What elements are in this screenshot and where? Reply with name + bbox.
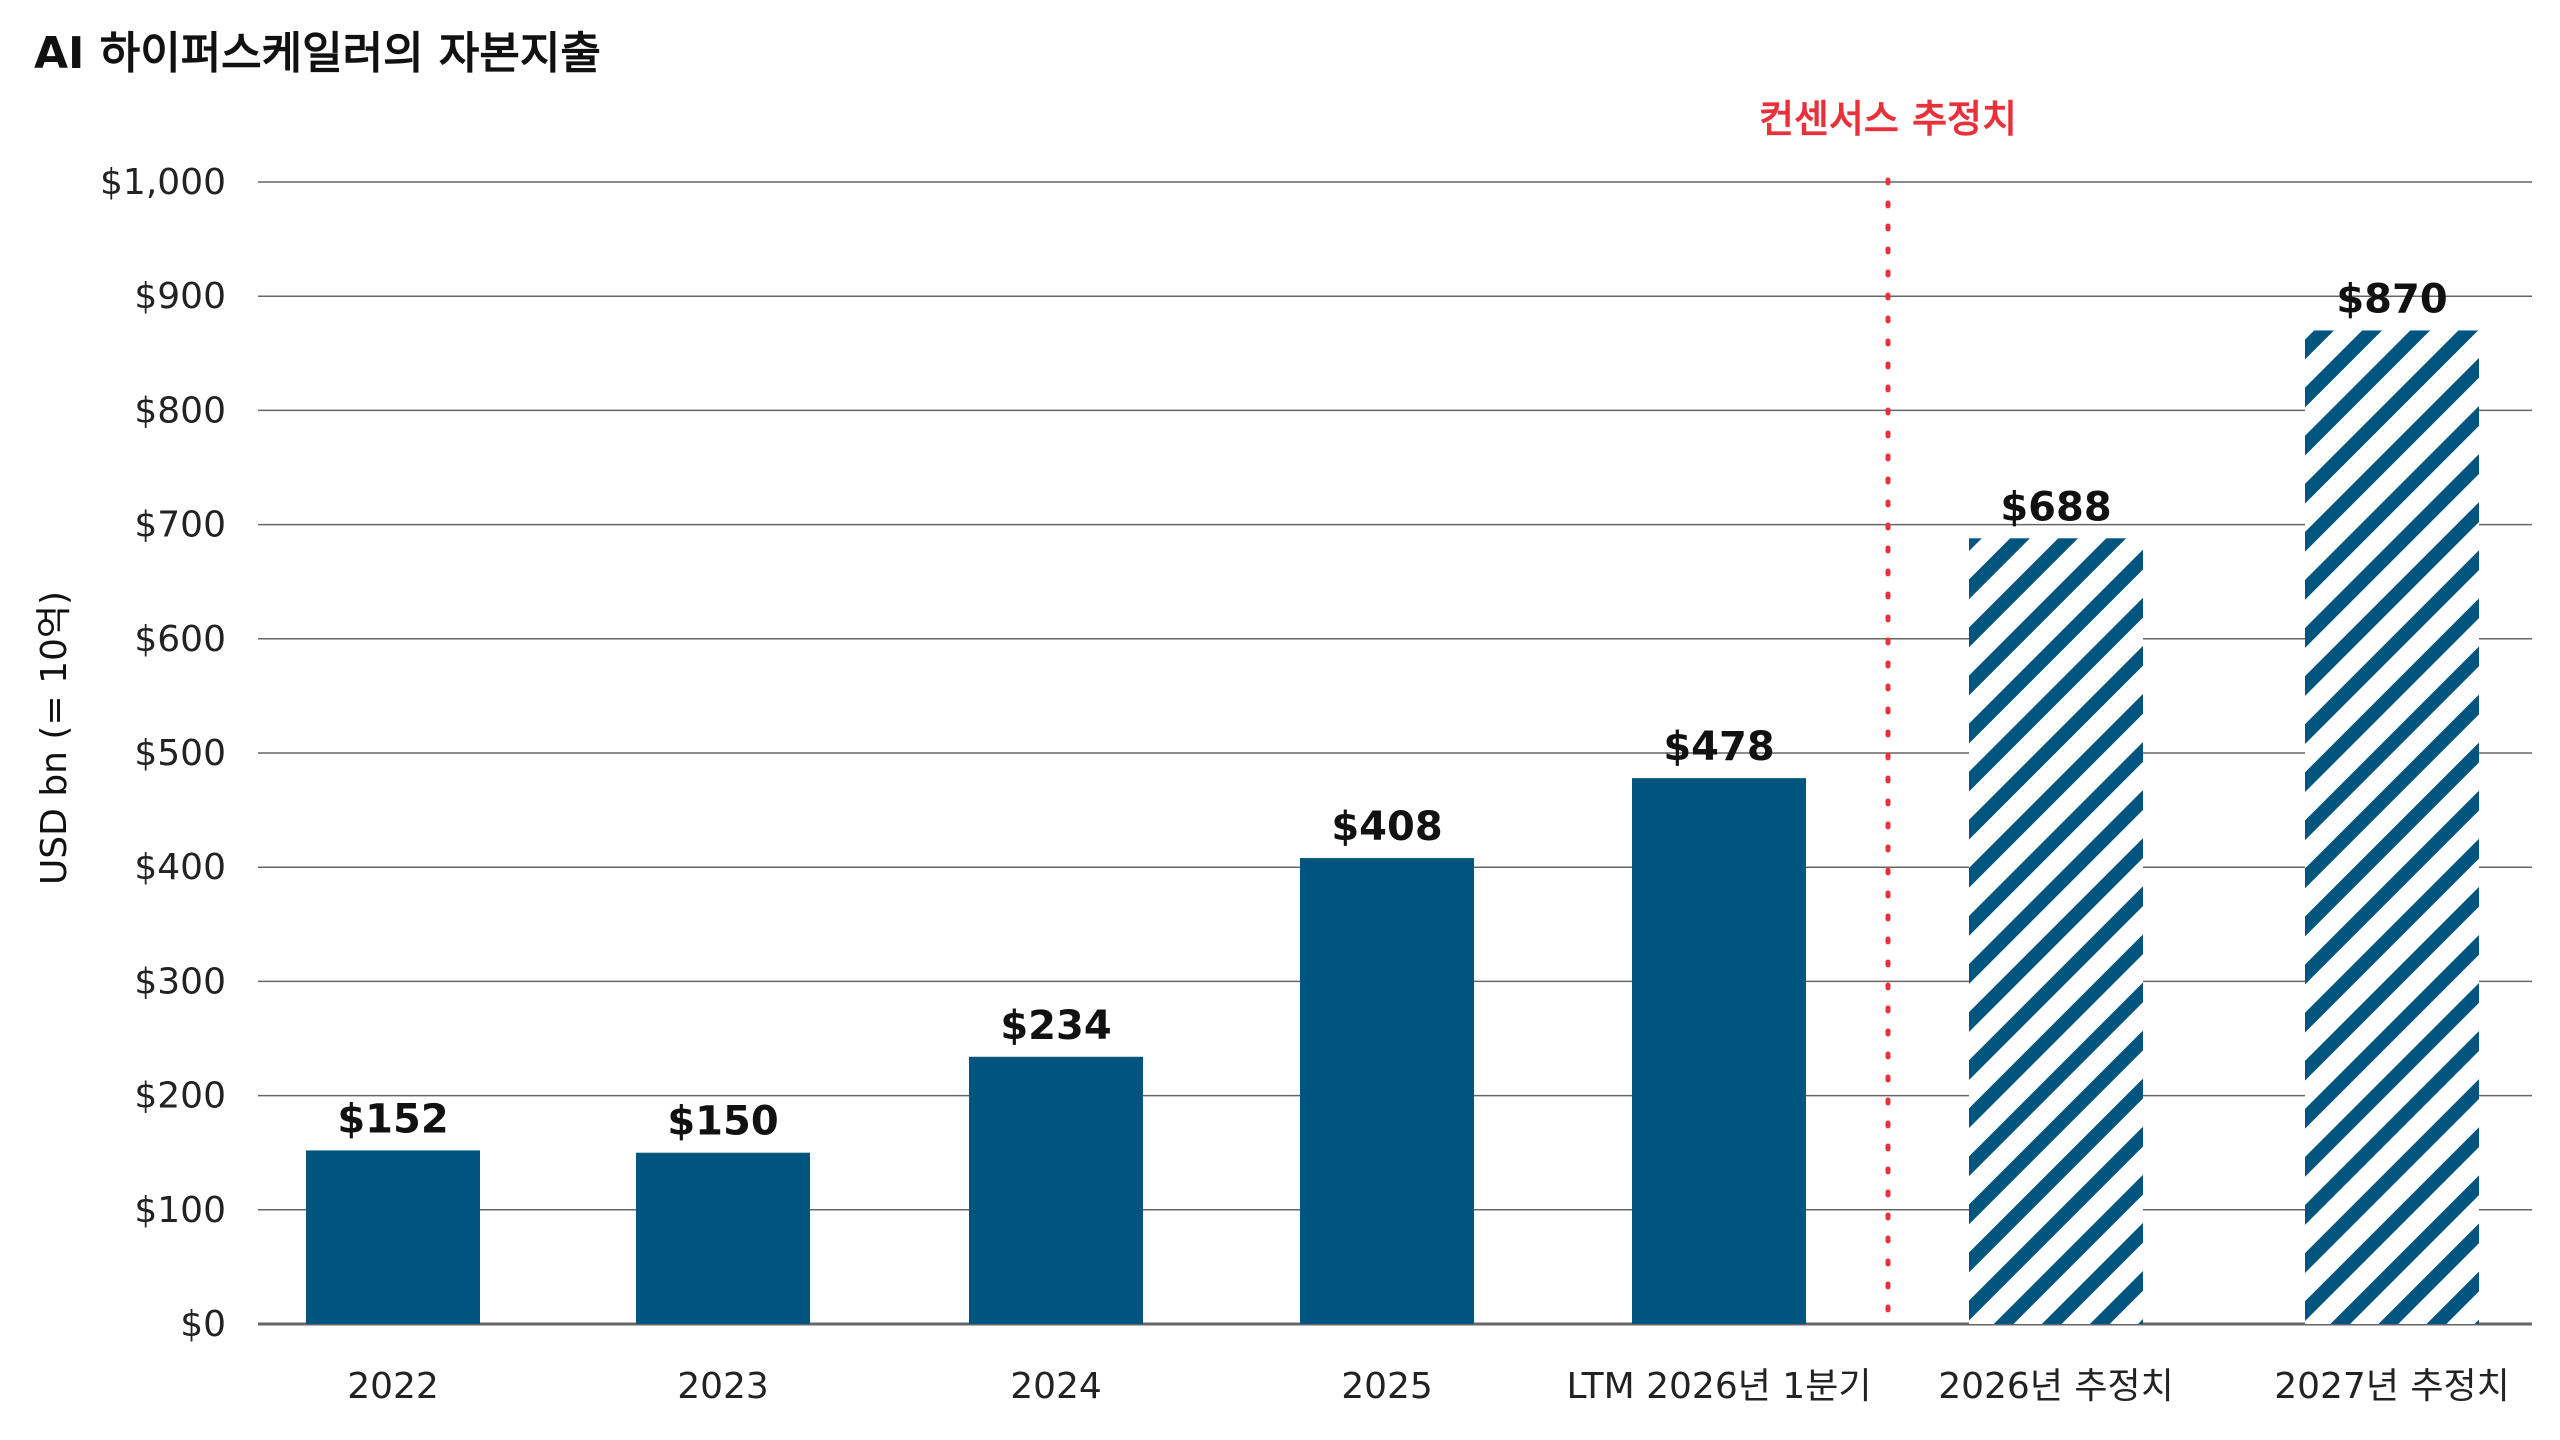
y-axis-label: USD bn (= 10억) [34,591,75,885]
bar [306,1150,480,1324]
y-tick-label: $900 [134,276,226,317]
x-tick-label: 2027년 추정치 [2274,1366,2510,1407]
data-labels: $152 $150 $234 $408 $478 $688 $870 [337,276,2447,1144]
bar [636,1152,810,1324]
y-tick-label: $100 [134,1190,226,1231]
x-tick-label: 2025 [1341,1366,1433,1407]
y-tick-label: $1,000 [100,162,226,203]
data-label: $688 [2000,484,2111,530]
chart-title: AI 하이퍼스케일러의 자본지출 [34,28,601,79]
bar [1632,778,1806,1324]
data-label: $478 [1663,724,1774,770]
y-tick-label: $500 [134,733,226,774]
y-tick-label: $0 [180,1304,226,1345]
bar-estimated [1969,538,2143,1324]
data-label: $234 [1000,1003,1111,1049]
y-tick-label: $600 [134,619,226,660]
x-axis-ticks: 2022 2023 2024 2025 LTM 2026년 1분기 2026년 추정치 20… [347,1366,2510,1407]
x-tick-label: LTM 2026년 1분기 [1567,1366,1872,1407]
y-axis-ticks: $0 $100 $200 $300 $400 $500 $600 $700 $800 $900 $1… [100,162,226,1345]
consensus-annotation: 컨센서스 추정치 [1759,97,2017,141]
bar [1300,858,1474,1324]
y-tick-label: $300 [134,961,226,1002]
data-label: $152 [337,1096,448,1142]
y-tick-label: $400 [134,847,226,888]
data-label: $408 [1331,804,1442,850]
x-tick-label: 2024 [1010,1366,1102,1407]
data-label: $150 [667,1099,778,1145]
x-tick-label: 2026년 추정치 [1938,1366,2174,1407]
y-tick-label: $700 [134,505,226,546]
x-tick-label: 2023 [677,1366,769,1407]
y-tick-label: $200 [134,1076,226,1117]
bar-estimated [2305,330,2479,1325]
x-tick-label: 2022 [347,1366,439,1407]
data-label: $870 [2336,276,2447,322]
y-tick-label: $800 [134,390,226,431]
bars [306,330,2479,1325]
bar [969,1056,1143,1324]
